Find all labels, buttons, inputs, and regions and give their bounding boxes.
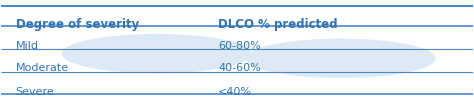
Text: Degree of severity: Degree of severity (16, 18, 139, 30)
Circle shape (246, 39, 435, 77)
Text: <40%: <40% (218, 87, 252, 97)
Text: 40-60%: 40-60% (218, 63, 261, 73)
Text: Severe: Severe (16, 87, 55, 97)
Text: 60-80%: 60-80% (218, 41, 261, 51)
Text: DLCO % predicted: DLCO % predicted (218, 18, 338, 30)
Circle shape (63, 35, 251, 73)
Text: Mild: Mild (16, 41, 38, 51)
Text: Moderate: Moderate (16, 63, 69, 73)
